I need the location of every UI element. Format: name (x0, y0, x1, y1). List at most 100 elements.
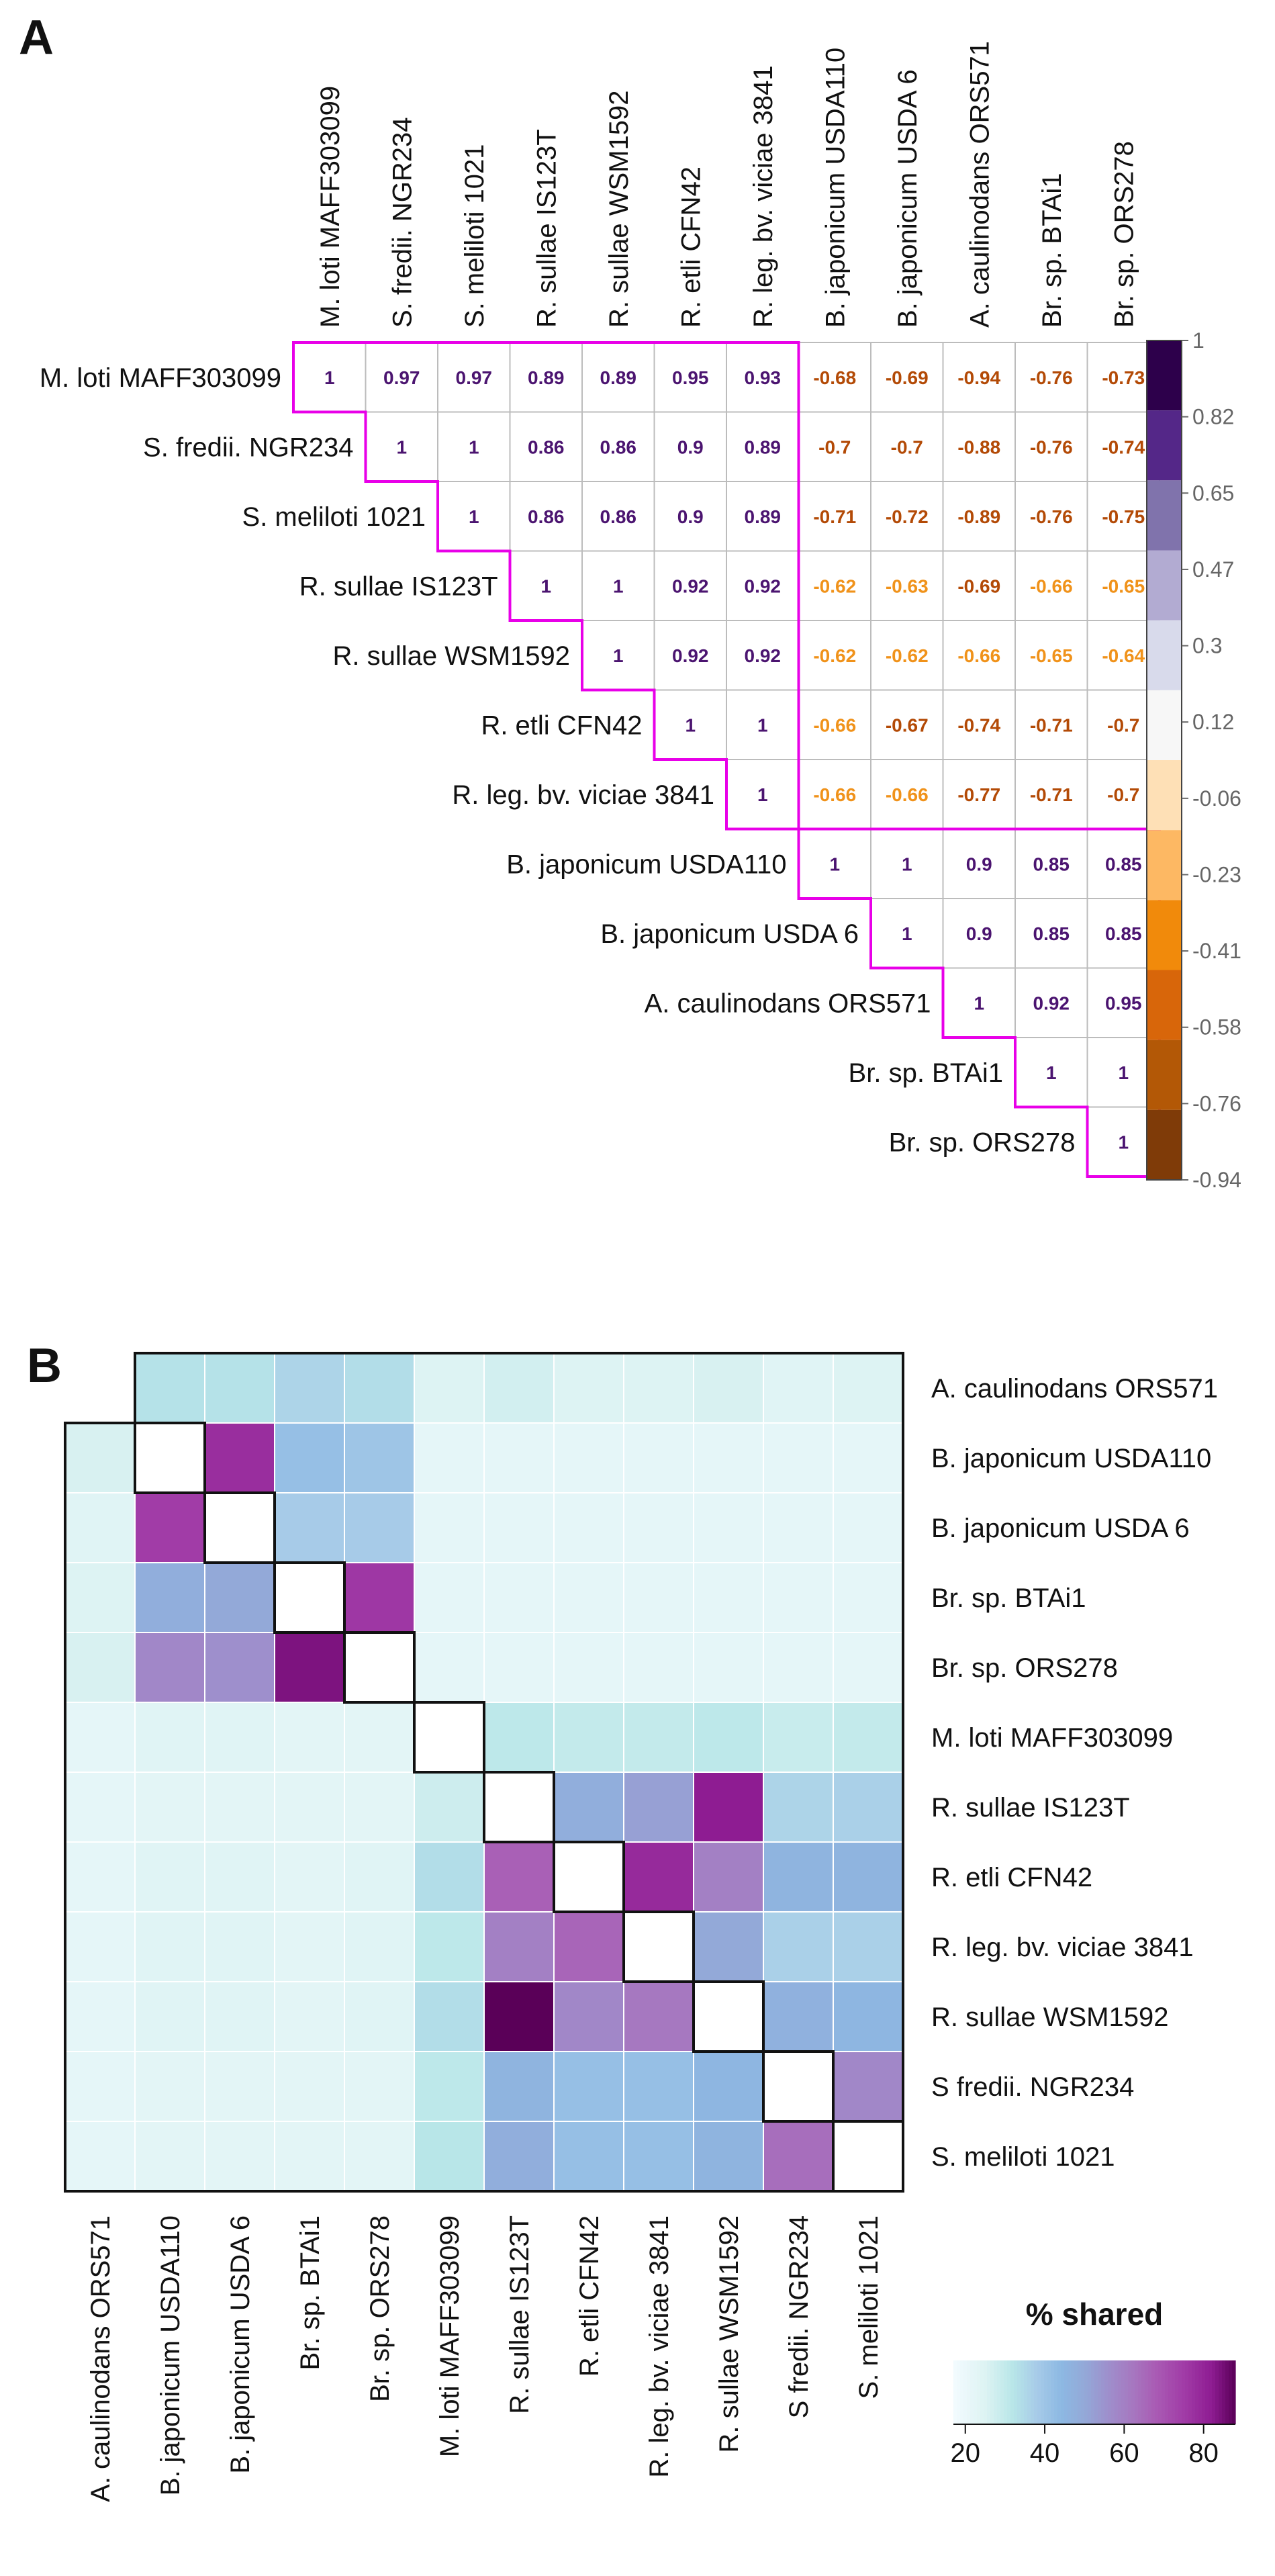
heatmap-cell (64, 1981, 136, 2052)
cell-value-label: 0.89 (745, 506, 782, 527)
heatmap-cell (1014, 620, 1088, 691)
colorbar-segment (1147, 900, 1182, 970)
cell-value-label: -0.66 (813, 715, 856, 735)
legend-gradient-step (1037, 2360, 1041, 2424)
diagonal-cell (553, 1841, 624, 1913)
cell-value-label: -0.66 (1030, 576, 1073, 596)
legend-gradient-step (957, 2360, 961, 2424)
cell-value-label: -0.68 (813, 367, 856, 388)
cell-value-label: -0.65 (1102, 576, 1145, 596)
diagonal-cell (623, 1911, 694, 1982)
heatmap-cell (483, 1422, 555, 1493)
colorbar-segment (1147, 410, 1182, 481)
heatmap-cell (274, 1492, 345, 1563)
row-label: Br. sp. ORS278 (931, 1653, 1118, 1683)
cell-value-label: -0.74 (957, 715, 1000, 735)
legend-gradient-step (1044, 2360, 1048, 2424)
legend-gradient-step (963, 2360, 967, 2424)
cell-value-label: -0.66 (886, 784, 929, 805)
heatmap-cell (344, 1702, 415, 1773)
heatmap-cell (204, 1841, 275, 1913)
heatmap-cell (344, 1841, 415, 1913)
cell-value-label: -0.66 (957, 645, 1000, 666)
colorbar-tick-label: 1 (1192, 328, 1205, 353)
heatmap-cell (553, 1702, 624, 1773)
column-label: B. japonicum USDA110 (820, 48, 850, 328)
legend-gradient-step (987, 2360, 991, 2424)
heatmap-cell (623, 1772, 694, 1843)
heatmap-cell (833, 1911, 904, 1982)
row-label: R. etli CFN42 (481, 710, 642, 740)
diagonal-cell (414, 1702, 485, 1773)
heatmap-cell (763, 1492, 834, 1563)
cell-value-label: 1 (613, 645, 624, 666)
heatmap-cell (483, 1841, 555, 1913)
heatmap-cell (553, 1911, 624, 1982)
legend-gradient-step (1094, 2360, 1098, 2424)
heatmap-cell (64, 1422, 136, 1493)
heatmap-cell (693, 2051, 764, 2122)
cell-value-label: 0.86 (528, 506, 565, 527)
heatmap-cell (274, 1772, 345, 1843)
legend-gradient-step (1007, 2360, 1011, 2424)
diagonal-outline (483, 1771, 555, 1843)
legend-gradient-step (1115, 2360, 1119, 2424)
heatmap-cell (623, 2051, 694, 2122)
column-label: S. meliloti 1021 (460, 144, 489, 328)
legend-gradient-step (1198, 2360, 1202, 2424)
legend-gradient-step (1141, 2360, 1145, 2424)
heatmap-cell (293, 342, 367, 413)
correlation-heatmap: 1 0.97 0.97 0.89 0.89 0.95 0.93 -0.68 -0.69 -0.94… (40, 41, 1161, 1178)
cell-value-label: -0.62 (886, 645, 929, 666)
cell-value-label: -0.65 (1030, 645, 1073, 666)
heatmap-cell (344, 1981, 415, 2052)
legend-gradient-step (967, 2360, 971, 2424)
cell-value-label: -0.76 (1030, 436, 1073, 457)
heatmap-cell (623, 1422, 694, 1493)
heatmap-cell (414, 1492, 485, 1563)
heatmap-cell (274, 2051, 345, 2122)
heatmap-cell (64, 1632, 136, 1703)
cell-value-label: -0.69 (957, 576, 1000, 596)
row-label: B. japonicum USDA110 (506, 849, 786, 879)
heatmap-cell (870, 689, 944, 760)
legend-gradient-step (1104, 2360, 1108, 2424)
heatmap-cell (344, 1772, 415, 1843)
cell-value-label: 0.9 (966, 923, 992, 944)
heatmap-cell (344, 1422, 415, 1493)
row-label: B. japonicum USDA 6 (931, 1514, 1190, 1543)
column-label: R. leg. bv. viciae 3841 (645, 2215, 674, 2478)
legend-gradient-step (1078, 2360, 1082, 2424)
heatmap-cell (833, 1422, 904, 1493)
legend-tick-label: 20 (950, 2438, 980, 2468)
heatmap-cell (553, 2121, 624, 2192)
legend-gradient-step (997, 2360, 1001, 2424)
legend-gradient-step (1178, 2360, 1182, 2424)
cell-value-label: 0.9 (677, 436, 704, 457)
legend-gradient-step (984, 2360, 988, 2424)
cell-value-label: -0.7 (818, 436, 851, 457)
heatmap-cell (204, 2051, 275, 2122)
heatmap-cell (833, 1772, 904, 1843)
row-label: S fredii. NGR234 (931, 2072, 1134, 2102)
shared-percent-heatmap: A. caulinodans ORS571 B. japonicum USDA11… (64, 1352, 1218, 2502)
heatmap-cell (623, 1632, 694, 1703)
legend-gradient-step (1175, 2360, 1179, 2424)
heatmap-cell (204, 1632, 275, 1703)
heatmap-cell (942, 759, 1016, 830)
correlation-colorbar: 1 0.82 0.65 0.47 0.3 0.12 -0.06 -0.23 -0.41 -0.58… (1146, 328, 1241, 1192)
cell-value-label: 1 (1118, 1132, 1129, 1152)
legend-gradient-step (1004, 2360, 1008, 2424)
heatmap-cell (1014, 689, 1088, 760)
row-label: R. sullae WSM1592 (333, 641, 570, 671)
colorbar-tick-label: 0.12 (1192, 710, 1234, 734)
cell-value-label: 0.86 (600, 436, 637, 457)
cell-value-label: 0.92 (745, 645, 782, 666)
legend-gradient-step (1155, 2360, 1159, 2424)
heatmap-cell (763, 1841, 834, 1913)
legend-gradient-step (1064, 2360, 1068, 2424)
heatmap-cell (798, 759, 871, 830)
cell-value-label: 1 (540, 576, 551, 596)
cell-value-label: -0.62 (813, 645, 856, 666)
